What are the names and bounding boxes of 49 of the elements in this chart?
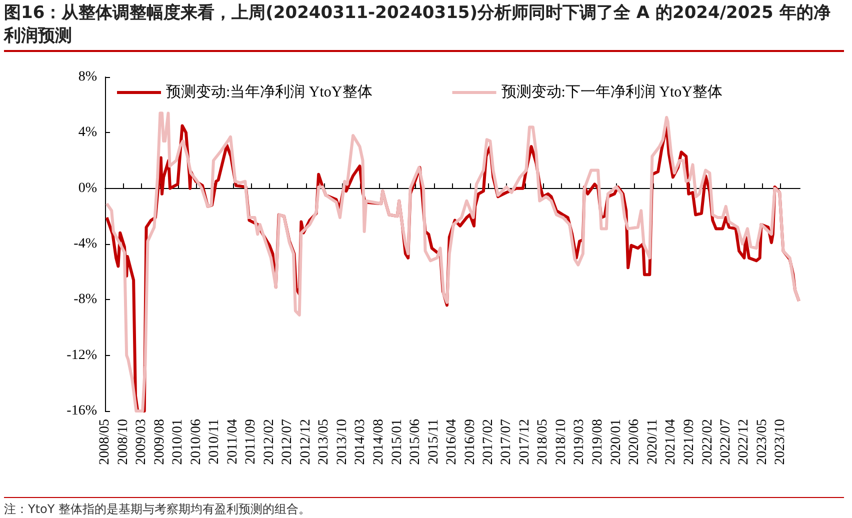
x-tick-label: 2021/04 [664,419,679,465]
x-tick-label: 2009/08 [152,419,168,465]
x-tick-label: 2022/12 [736,419,752,465]
x-tick-label: 2013/10 [334,419,350,465]
x-tick-label: 2020/11 [646,419,661,464]
x-tick-label: 2017/12 [518,419,533,465]
x-tick-label: 2010/06 [188,419,204,465]
x-tick-label: 2016/09 [462,419,478,465]
x-tick-label: 2014/03 [353,419,368,465]
x-tick-label: 2018/05 [536,419,551,465]
x-tick-label: 2022/02 [700,419,716,465]
x-tick-label: 2015/06 [408,419,423,465]
y-tick-label: -16% [66,404,98,418]
x-tick-label: 2014/08 [371,419,386,465]
x-tick-label: 2016/04 [444,419,460,465]
x-tick-label: 2012/07 [280,419,296,465]
y-tick-label: 0% [78,180,98,196]
x-tick-label: 2012/12 [298,419,314,465]
legend-label: 预测变动:下一年净利润 YtoY整体 [501,84,722,100]
x-tick-label: 2009/03 [134,419,149,465]
x-tick-label: 2010/11 [207,419,222,464]
x-tick-label: 2012/02 [262,419,278,465]
x-tick-label: 2011/04 [225,419,240,464]
x-tick-label: 2013/05 [316,419,332,465]
x-tick-label: 2019/08 [590,419,606,465]
y-tick-label: 8% [78,70,98,84]
x-tick-label: 2021/09 [682,419,697,465]
x-tick-label: 2011/09 [244,419,259,464]
x-tick-label: 2022/07 [718,419,734,465]
x-tick-label: 2018/10 [554,419,570,465]
x-tick-label: 2023/10 [773,419,788,465]
x-tick-label: 2023/05 [754,419,770,465]
x-tick-label: 2015/11 [426,419,442,464]
chart-title: 图16：从整体调整幅度来看，上周(20240311-20240315)分析师同时下调了全 A 的2024/2025 年的净利润预测 [4,2,844,52]
x-tick-label: 2010/01 [170,419,186,465]
y-tick-label: 4% [78,125,98,140]
x-tick-label: 2020/06 [627,419,642,465]
text: 注：YtoY 整体指的是基期与考察期均有盈利预测的组合。 [4,497,844,518]
y-tick-label: -4% [74,236,98,252]
x-tick-label: 2017/02 [481,419,496,465]
x-tick-label: 2008/10 [116,419,131,465]
x-tick-label: 2017/07 [499,419,514,465]
legend-label: 预测变动:当年净利润 YtoY整体 [166,84,372,100]
x-tick-label: 2008/05 [98,419,112,465]
y-tick-label: -8% [74,292,98,308]
x-tick-label: 2015/01 [390,419,405,465]
x-tick-label: 2019/03 [572,419,588,465]
y-tick-label: -12% [66,348,98,363]
x-tick-label: 2020/01 [608,419,624,465]
